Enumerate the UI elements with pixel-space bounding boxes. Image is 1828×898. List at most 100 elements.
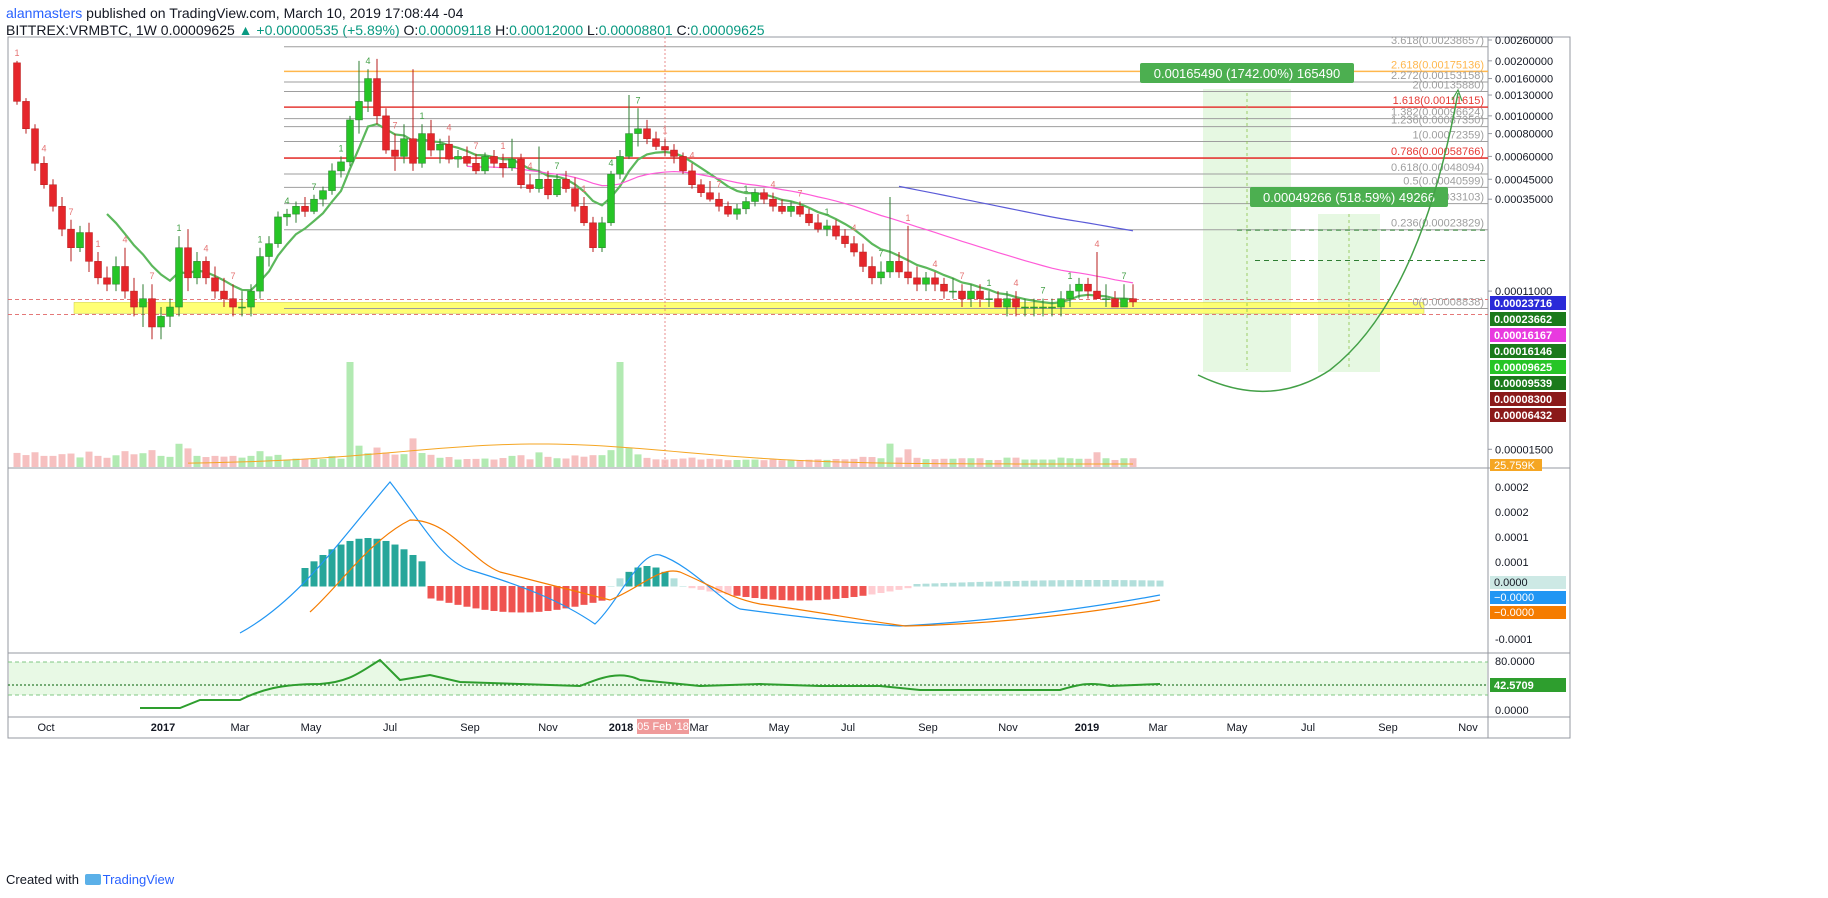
macd-hist-bar (346, 540, 354, 587)
author-link[interactable]: alanmasters (6, 5, 83, 21)
candle-body (526, 184, 534, 189)
candles (13, 58, 1137, 340)
td-count-label: 4 (284, 196, 289, 206)
rsi-tick-label: 0.0000 (1495, 705, 1529, 717)
candle (265, 236, 273, 267)
candle-body (211, 277, 219, 292)
candle (589, 216, 597, 252)
candle-body (13, 62, 21, 102)
price-tag: 0.00009539 (1490, 376, 1566, 390)
macd-hist-bar (571, 586, 579, 607)
candle-body (1012, 298, 1020, 308)
macd-hist-bar (535, 586, 543, 612)
volume-bar (184, 448, 192, 467)
candle (823, 219, 831, 237)
candle-body (940, 283, 948, 292)
volume-bar (580, 456, 588, 467)
candle (814, 214, 822, 233)
candle (571, 177, 579, 212)
volume-bar (706, 458, 714, 467)
tradingview-link[interactable]: TradingView (102, 872, 175, 887)
candle (580, 196, 588, 226)
volume-bar (733, 459, 741, 467)
rsi-tag: 42.5709 (1490, 678, 1566, 692)
fib-level-label: 1.618(0.00111615) (1393, 95, 1484, 107)
candle-body (1030, 306, 1038, 309)
candle (526, 174, 534, 193)
candle (616, 150, 624, 180)
volume-bar (697, 459, 705, 467)
volume-bar (589, 455, 597, 467)
volume-bar (688, 457, 696, 467)
fib-level-label: 1.382(0.00096624) (1391, 107, 1484, 119)
last-price: 0.00009625 (160, 22, 235, 38)
candle-body (1102, 298, 1110, 300)
candle-body (517, 158, 525, 185)
price-tick-label: 0.00160000 (1495, 74, 1553, 86)
macd-hist-bar (355, 538, 363, 587)
candle-body (913, 277, 921, 285)
candle (283, 208, 291, 226)
macd-hist-bar (382, 540, 390, 587)
macd-hist-bar (499, 586, 507, 612)
price-tick-label: 0.00130000 (1495, 90, 1553, 102)
candle-body (301, 206, 309, 212)
fib-level-label: 0.618(0.00048094) (1391, 162, 1484, 174)
volume-bar (472, 458, 480, 467)
time-tick-label: May (769, 722, 790, 734)
time-tick-label: Sep (1378, 722, 1398, 734)
macd-hist-bar (760, 586, 768, 599)
fib-level-label: 2(0.00135880) (1412, 80, 1484, 92)
macd-hist-bar (1048, 580, 1056, 587)
rsi-band (9, 662, 1487, 695)
candle-body (706, 192, 714, 200)
candle (679, 152, 687, 175)
candle (355, 60, 363, 134)
volume-bar (724, 460, 732, 467)
candle (994, 291, 1002, 308)
candle (724, 201, 732, 217)
macd-hist-bar (319, 554, 327, 587)
candle (130, 277, 138, 317)
candle (517, 153, 525, 189)
td-count-label: 4 (608, 158, 613, 168)
candle-body (958, 290, 966, 299)
volume-bar (1012, 457, 1020, 467)
macd-hist-bar (373, 538, 381, 587)
macd-hist-bar (1021, 580, 1029, 587)
td-count-label: 7 (1040, 286, 1045, 296)
candle-body (292, 206, 300, 215)
td-count-label: 7 (311, 182, 316, 192)
macd-tag: 0.0000 (1490, 576, 1566, 589)
candle-body (823, 225, 831, 230)
macd-hist-bar (859, 586, 867, 596)
candle (967, 284, 975, 308)
volume-bar (112, 455, 120, 467)
macd-hist-bar (562, 586, 570, 609)
macd-hist-bar (418, 561, 426, 587)
candle-body (463, 156, 471, 164)
volume-bar (967, 458, 975, 467)
candle (400, 124, 408, 164)
candle (778, 199, 786, 215)
volume-bar (445, 457, 453, 467)
candle (1111, 291, 1119, 308)
candle (175, 236, 183, 317)
td-count-label: 1 (1067, 271, 1072, 281)
candle (121, 247, 129, 299)
candle-body (67, 228, 75, 248)
macd-hist-bar (1003, 581, 1011, 587)
macd-hist-bar (1111, 580, 1119, 587)
rsi-tick-label: 80.0000 (1495, 656, 1535, 668)
td-count-label: 7 (149, 271, 154, 281)
time-tick-label: May (1227, 722, 1248, 734)
candle (562, 170, 570, 193)
td-count-label: 4 (41, 143, 46, 153)
volume-bar (652, 459, 660, 467)
macd-hist-bar (724, 586, 732, 595)
price-tag-bg (1490, 408, 1566, 422)
candle (31, 124, 39, 171)
price-tag: 0.00009625 (1490, 360, 1566, 374)
time-tick-label: Nov (998, 722, 1018, 734)
